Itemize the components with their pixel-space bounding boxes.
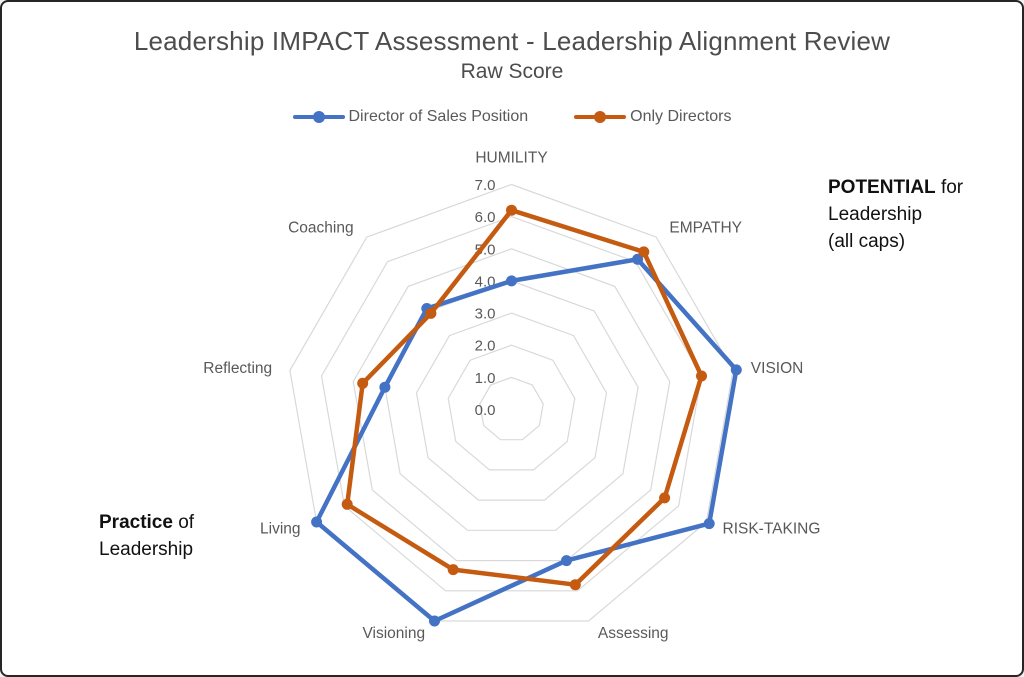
data-point-marker bbox=[429, 615, 440, 627]
category-label-assessing: Assessing bbox=[598, 625, 669, 642]
data-point-marker bbox=[506, 275, 517, 287]
chart-subtitle: Raw Score bbox=[460, 60, 564, 83]
category-label-empathy: EMPATHY bbox=[669, 219, 742, 236]
legend-marker-orange-icon bbox=[574, 111, 627, 123]
chart-title: Leadership IMPACT Assessment - Leadershi… bbox=[133, 26, 891, 56]
data-point-marker bbox=[730, 364, 742, 376]
axis-tick-label: 7.0 bbox=[475, 177, 496, 194]
data-point-marker bbox=[341, 498, 353, 510]
legend: Director of Sales Position Only Director… bbox=[2, 108, 1022, 126]
data-point-marker bbox=[659, 492, 671, 504]
legend-label: Only Directors bbox=[630, 108, 732, 125]
legend-item-director-of-sales-position: Director of Sales Position bbox=[292, 108, 529, 126]
data-point-marker bbox=[638, 246, 650, 258]
data-point-marker bbox=[632, 253, 644, 265]
data-point-marker bbox=[561, 555, 572, 567]
data-point-marker bbox=[506, 204, 517, 216]
category-label-visioning: Visioning bbox=[362, 625, 425, 642]
series-line-0 bbox=[314, 257, 739, 624]
axis-tick-label: 3.0 bbox=[475, 306, 496, 323]
annotation-potential: POTENTIAL for Leadership (all caps) bbox=[828, 177, 964, 252]
legend-marker-blue-icon bbox=[292, 111, 345, 123]
annotation-practice: Practice of Leadership bbox=[99, 512, 195, 560]
data-point-marker bbox=[425, 307, 437, 319]
category-label-living: Living bbox=[260, 521, 301, 538]
category-label-humility: HUMILITY bbox=[475, 150, 547, 167]
data-point-marker bbox=[379, 381, 391, 393]
category-label-vision: VISION bbox=[751, 360, 804, 377]
data-point-marker bbox=[569, 579, 581, 591]
data-point-marker bbox=[311, 516, 323, 528]
data-point-marker bbox=[447, 564, 459, 576]
grid-ring bbox=[415, 312, 608, 501]
data-point-marker bbox=[357, 377, 369, 389]
legend-item-only-directors: Only Directors bbox=[574, 108, 732, 126]
grid-ring bbox=[289, 183, 734, 622]
category-label-coaching: Coaching bbox=[288, 219, 354, 236]
axis-tick-label: 6.0 bbox=[475, 209, 496, 226]
category-label-reflecting: Reflecting bbox=[203, 360, 272, 377]
grid-ring bbox=[447, 344, 576, 471]
category-label-risk-taking: RISK-TAKING bbox=[723, 521, 821, 538]
axis-tick-label: 2.0 bbox=[475, 338, 496, 355]
grid-ring bbox=[352, 248, 671, 562]
grid-ring bbox=[320, 215, 703, 592]
grid-ring bbox=[479, 376, 544, 441]
data-point-marker bbox=[696, 370, 707, 382]
data-point-marker bbox=[703, 518, 715, 530]
axis-tick-label: 0.0 bbox=[475, 402, 496, 419]
series-line-1 bbox=[344, 207, 704, 587]
legend-label: Director of Sales Position bbox=[348, 108, 529, 125]
axis-tick-label: 1.0 bbox=[475, 370, 496, 387]
